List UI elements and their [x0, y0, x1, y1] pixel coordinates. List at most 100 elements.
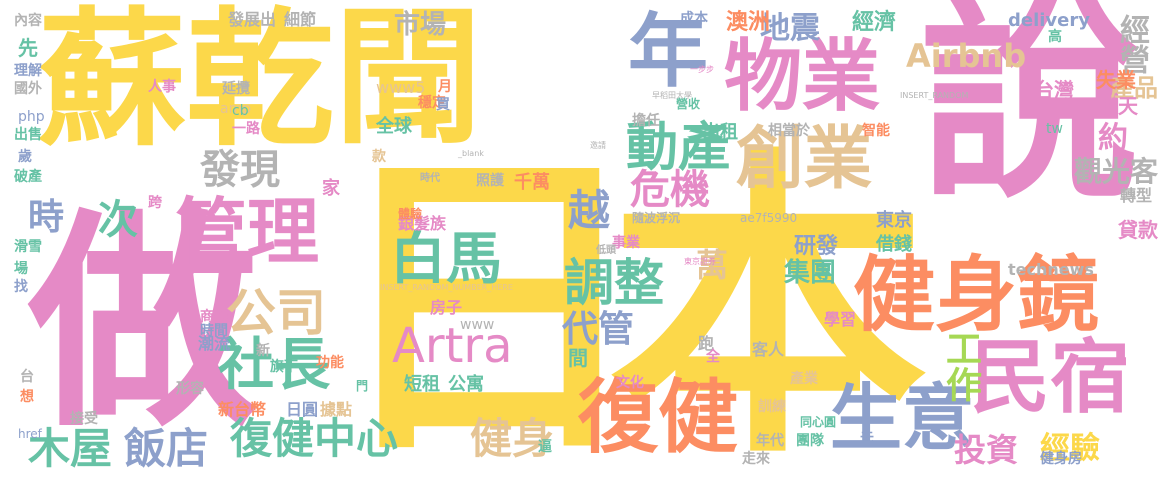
word-shiye: 失業	[1096, 68, 1136, 92]
word-zhaohu: 照護	[476, 173, 504, 189]
word-fazhanchu: 發展出	[228, 10, 277, 29]
word-ditou: 低頭	[596, 245, 616, 256]
word-dongjingzhengquan: 東京證券	[684, 257, 716, 266]
word-tw: tw	[1046, 121, 1063, 137]
word-zuo: 做	[28, 191, 259, 458]
word-tuandui: 團隊	[796, 433, 824, 449]
word-jianshen: 健身	[470, 414, 555, 463]
word-shi: 時	[28, 197, 65, 238]
word-ci: 次	[98, 197, 138, 243]
word-pao: 跑	[698, 334, 715, 353]
word-pochan: 破產	[14, 169, 42, 185]
word-neirong: 內容	[14, 13, 42, 29]
word-danren: 擔任	[632, 113, 660, 129]
word-xiangdangyu: 相當於	[768, 123, 810, 139]
word-insert-random-number-here: INSERT_RANDOM_NUMBER_HERE	[380, 283, 513, 292]
word-airbnb: Airbnb	[906, 37, 1027, 75]
word-kuan: 款	[372, 149, 386, 165]
word-wending: 穩定	[418, 95, 446, 111]
word-lijie: 理解	[14, 63, 42, 79]
word-men: 門	[356, 379, 369, 393]
word-minsu: 民宿	[970, 331, 1130, 424]
word-xintaibi: 新台幣	[218, 400, 267, 419]
word-gongsi: 公司	[226, 284, 326, 342]
word-muwu: 木屋	[28, 424, 113, 473]
word-shuo: 說	[920, 0, 1141, 228]
word-qixia: 旗下	[270, 359, 298, 375]
word-yue3: 月	[438, 79, 452, 95]
word-liaotian: 聊天	[1098, 94, 1138, 118]
word-quan: 全	[706, 349, 720, 365]
word-guowai: 國外	[14, 81, 42, 97]
word-bi: 逼	[538, 439, 552, 455]
word-gao: 高	[1048, 29, 1062, 45]
word-jingji: 經濟	[852, 10, 897, 35]
word-riyuan: 日圓	[286, 400, 319, 419]
word-guanli: 管理	[175, 190, 320, 274]
word-wan: 萬	[691, 248, 729, 280]
word-xingrong: 形容	[176, 381, 204, 397]
word-yinfazu: 銀髮族	[398, 214, 447, 233]
word-wuye: 物業	[724, 32, 881, 122]
word-jia: 家	[322, 178, 340, 199]
word-zaodaotian: 早稻田大學	[652, 91, 692, 100]
word-weiji: 危機	[630, 167, 710, 213]
word-dizhen: 地震	[760, 11, 820, 46]
word-yue: 越	[568, 186, 611, 235]
word-quanqiu: 全球	[376, 116, 412, 137]
word-href: href	[18, 427, 42, 441]
word-suqian: 蘇乾	[38, 0, 334, 166]
word-tiyan: 體驗	[398, 207, 423, 221]
word-yue2: 約	[1098, 121, 1128, 156]
word-chuzu: 出租	[702, 122, 738, 143]
word-dongchan: 動產	[626, 118, 731, 178]
word-ae7f5990: ae7f5990	[740, 211, 798, 225]
word-niandai: 年代	[756, 433, 784, 449]
word-shezhang: 社長	[218, 333, 330, 398]
word-xijie: 細節	[284, 10, 317, 29]
word-chanpin: 產品	[1110, 74, 1158, 102]
word-tongxinyuan: 同心圓	[800, 415, 837, 429]
word-xuexi: 學習	[824, 310, 857, 329]
word-xin: 新	[256, 343, 270, 359]
word-jieqian: 借錢	[876, 234, 912, 255]
word-keren: 客人	[752, 340, 785, 359]
word-chang: 場	[14, 261, 28, 277]
word-jianshenfang: 健身房	[1040, 451, 1082, 467]
word-fandian: 飯店	[124, 424, 209, 473]
word-nian: 年	[628, 5, 708, 98]
word-faxian: 發現	[200, 147, 280, 193]
word-baima: 白馬	[390, 227, 502, 292]
word-shichang: 市場	[394, 10, 447, 40]
word-amp: amp	[220, 101, 252, 117]
word-yilu: 一路	[232, 121, 260, 137]
word-shengyi: 生意	[830, 376, 975, 460]
word-delivery: delivery	[1008, 10, 1090, 31]
word-jieshou: 接受	[70, 411, 98, 427]
word-fangzi: 房子	[430, 298, 463, 317]
word-jituan: 集團	[784, 258, 837, 288]
word-tai: 台	[20, 369, 34, 385]
word-taiwan: 台灣	[1034, 78, 1074, 102]
word-kua: 跨	[148, 195, 162, 211]
word-jian: 間	[568, 346, 588, 370]
word-gongyu: 公寓	[448, 374, 484, 395]
word-tiaozheng: 調整	[564, 254, 664, 312]
word-xiang: 想	[20, 389, 34, 405]
word-duanzu: 短租	[404, 374, 440, 395]
word-www5: www5	[376, 78, 426, 97]
word-zhao: 找	[14, 279, 28, 295]
word-yibubu: 一步步	[690, 65, 714, 74]
word-renshi: 人事	[148, 79, 176, 95]
word-artra: Artra	[392, 318, 513, 374]
word-guanguangke: 觀光客	[1074, 155, 1159, 188]
word-yingshou: 營收	[676, 97, 701, 111]
word-riben: 日本	[328, 124, 928, 482]
word-judian: 據點	[320, 400, 353, 419]
word-php: php	[18, 109, 45, 125]
word-jingyan: 經驗	[1040, 431, 1100, 466]
word-technews: technews	[1008, 260, 1094, 279]
word-suibofuchen: 隨波浮沉	[632, 211, 681, 225]
word-chushou: 出售	[14, 127, 42, 143]
word-insert-random: INSERT_RANDOM	[900, 91, 969, 100]
